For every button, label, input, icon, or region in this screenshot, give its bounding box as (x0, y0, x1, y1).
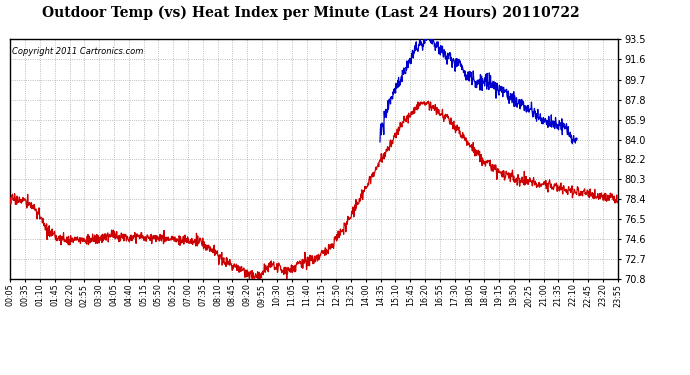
Text: Outdoor Temp (vs) Heat Index per Minute (Last 24 Hours) 20110722: Outdoor Temp (vs) Heat Index per Minute … (41, 6, 580, 20)
Text: Copyright 2011 Cartronics.com: Copyright 2011 Cartronics.com (12, 46, 143, 56)
